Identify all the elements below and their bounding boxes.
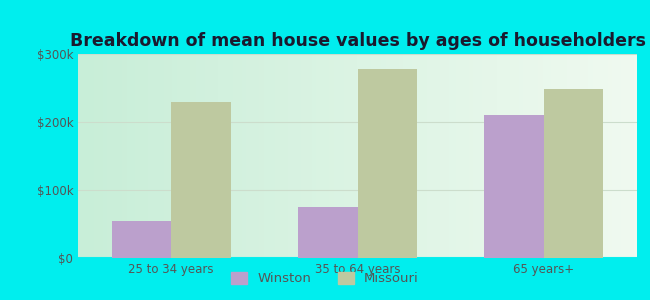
Bar xyxy=(112,220,171,258)
Bar xyxy=(484,115,544,258)
Bar xyxy=(298,207,358,258)
Bar xyxy=(544,89,603,258)
Title: Breakdown of mean house values by ages of householders: Breakdown of mean house values by ages o… xyxy=(70,32,645,50)
Legend: Winston, Missouri: Winston, Missouri xyxy=(226,266,424,290)
Bar xyxy=(358,69,417,258)
Bar xyxy=(171,102,231,258)
